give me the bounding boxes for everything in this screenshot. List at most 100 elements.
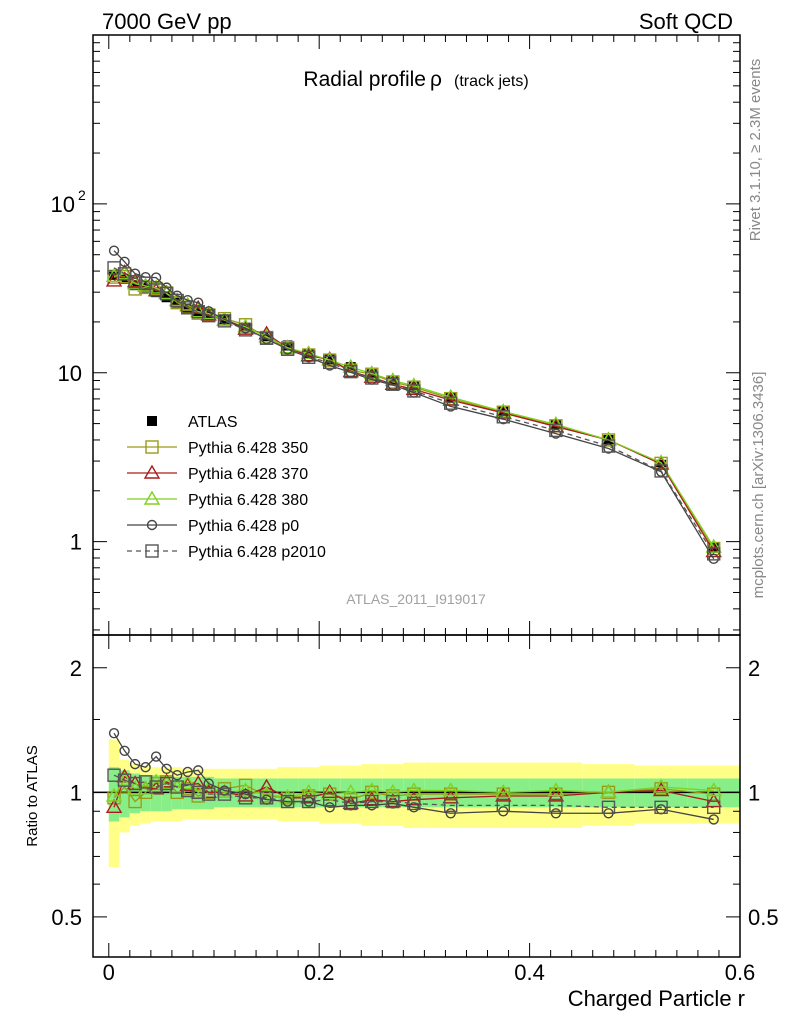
ratio-point <box>405 782 423 797</box>
main-point <box>549 423 563 438</box>
main-point <box>652 455 670 470</box>
ratio-point <box>180 783 195 798</box>
main-point <box>323 355 337 370</box>
ratio-point <box>191 785 205 800</box>
main-point <box>365 371 379 385</box>
ratio-point <box>442 782 459 797</box>
ratio-point <box>303 796 314 807</box>
main-point <box>149 283 163 297</box>
ratio-point <box>117 773 132 787</box>
ratio-point <box>237 782 254 797</box>
main-point <box>601 439 616 453</box>
ratio-point <box>280 794 295 809</box>
main-point <box>261 331 272 342</box>
ratio-point <box>442 789 459 804</box>
ratio-point <box>705 793 722 808</box>
main-point <box>105 267 123 283</box>
y-tick-label: 10 <box>51 192 75 217</box>
ratio-point <box>386 794 400 809</box>
ratio-point <box>107 791 121 805</box>
chart-title: Radial profile <box>303 68 426 91</box>
series-4 <box>108 245 719 825</box>
chart-title-suffix: (track jets) <box>454 73 529 90</box>
ratio-point <box>238 791 253 805</box>
series-line-main <box>113 271 715 552</box>
ratio-point <box>365 794 379 809</box>
main-point <box>706 547 721 561</box>
legend-item: ATLAS <box>147 414 238 431</box>
y-tick-label-exponent: 2 <box>78 187 86 203</box>
main-point <box>407 384 421 398</box>
main-point <box>300 345 317 360</box>
series-3 <box>105 265 722 804</box>
ratio-point <box>443 798 458 813</box>
ratio-point <box>108 727 120 739</box>
rivet-side-label: Rivet 3.1.10, ≥ 2.3M events <box>747 59 764 242</box>
main-point <box>108 245 120 256</box>
ratio-point <box>324 802 335 813</box>
y-tick-label: 10 <box>58 361 82 386</box>
x-tick-label: 0 <box>103 960 115 985</box>
main-point <box>600 431 617 446</box>
ratio-point <box>301 794 316 809</box>
legend: ATLAS Pythia 6.428 350 Pythia 6.428 370 Pyt… <box>127 414 326 561</box>
legend-label: ATLAS <box>188 414 238 431</box>
ratio-point <box>323 792 337 807</box>
legend-item: Pythia 6.428 370 <box>127 464 308 483</box>
ratio-y-tick-label-right: 0.5 <box>748 905 779 930</box>
main-point <box>170 293 184 308</box>
ratio-point <box>652 778 670 793</box>
series-line-ratio <box>113 775 714 808</box>
ratio-point <box>366 800 377 811</box>
main-point <box>405 381 423 396</box>
main-point <box>161 292 172 303</box>
ratio-point <box>259 791 274 805</box>
ratio-point <box>217 787 232 801</box>
main-point <box>442 391 459 406</box>
main-point <box>189 299 207 314</box>
main-point <box>282 344 293 355</box>
ratio-point <box>119 745 130 756</box>
ratio-point <box>549 798 563 813</box>
ratio-point <box>279 789 296 804</box>
legend-marker <box>147 416 157 426</box>
main-point <box>443 396 458 410</box>
x-tick-label: 0.2 <box>304 960 335 985</box>
ratio-point <box>161 763 172 774</box>
legend-marker <box>145 544 159 558</box>
ratio-point <box>126 780 144 795</box>
main-point <box>654 464 668 478</box>
ratio-y-tick-label-right: 2 <box>748 656 760 681</box>
ratio-point <box>158 773 175 788</box>
main-point <box>303 352 314 363</box>
main-point <box>386 377 400 391</box>
ratio-point <box>149 780 163 794</box>
legend-item: Pythia 6.428 p2010 <box>127 544 326 561</box>
ratio-y-tick-label-right: 1 <box>748 780 760 805</box>
legend-item: Pythia 6.428 350 <box>127 440 308 457</box>
y-tick-label: 1 <box>70 530 82 555</box>
series-1 <box>107 269 721 809</box>
main-point <box>259 331 274 345</box>
ratio-point <box>495 783 512 799</box>
legend-label: Pythia 6.428 370 <box>188 466 308 483</box>
ratio-point <box>365 785 379 800</box>
ratio-point <box>105 787 123 802</box>
main-point <box>705 538 722 553</box>
ratio-point <box>705 782 722 797</box>
ratio-point <box>384 783 402 799</box>
legend-item: Pythia 6.428 380 <box>127 490 308 509</box>
main-point <box>705 543 722 558</box>
series-line-ratio <box>113 781 714 803</box>
ratio-point <box>550 808 562 819</box>
main-point <box>408 381 419 392</box>
series-line-main <box>113 250 715 560</box>
x-tick-label: 0.4 <box>514 960 545 985</box>
main-point <box>147 279 165 294</box>
main-point <box>498 413 509 425</box>
legend-label: Pythia 6.428 350 <box>188 440 308 457</box>
main-point <box>301 350 316 364</box>
ratio-point <box>652 782 670 797</box>
